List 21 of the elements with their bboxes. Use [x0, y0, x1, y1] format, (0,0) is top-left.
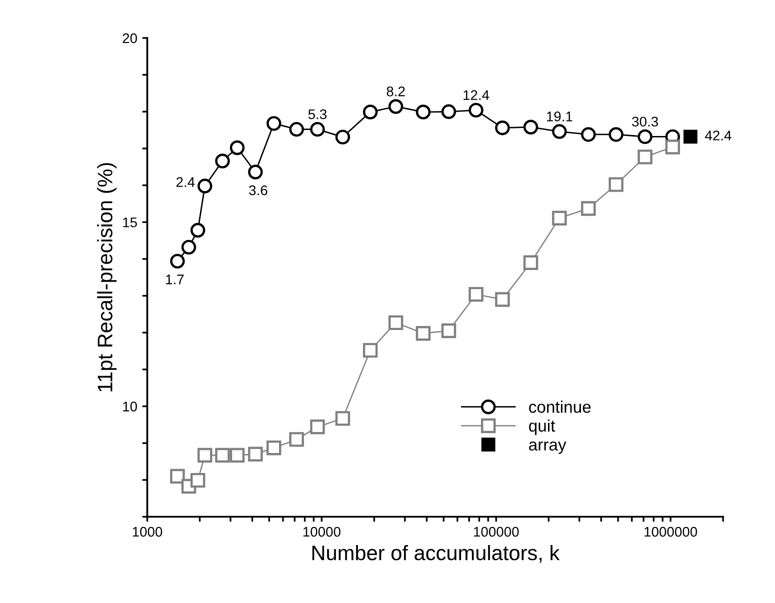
annotation: 42.4: [705, 130, 732, 140]
annotation: 12.4: [464, 90, 490, 100]
annotation: 3.6: [249, 185, 268, 196]
annotation: 2.4: [176, 177, 195, 187]
x-tick-label: 10000: [303, 526, 340, 537]
legend-label: quit: [529, 419, 556, 436]
annotation: 5.3: [308, 109, 327, 120]
y-tick-label: 15: [123, 218, 137, 228]
x-axis-title: Number of accumulators, k: [312, 544, 560, 563]
x-tick-label: 1000000: [644, 526, 698, 537]
annotation: 30.3: [632, 116, 658, 127]
x-tick-label: 1000: [132, 526, 162, 537]
y-tick-label: 20: [122, 33, 137, 44]
legend-label: continue: [529, 400, 591, 413]
y-tick-label: 10: [123, 402, 137, 412]
y-axis-title: 11pt Recall-precision (%): [97, 163, 117, 392]
annotation: 19.1: [546, 112, 572, 122]
annotation: 8.2: [386, 86, 405, 96]
x-tick-label: 100000: [474, 526, 519, 537]
legend-label: array: [529, 441, 566, 454]
annotation: 1.7: [166, 274, 184, 284]
